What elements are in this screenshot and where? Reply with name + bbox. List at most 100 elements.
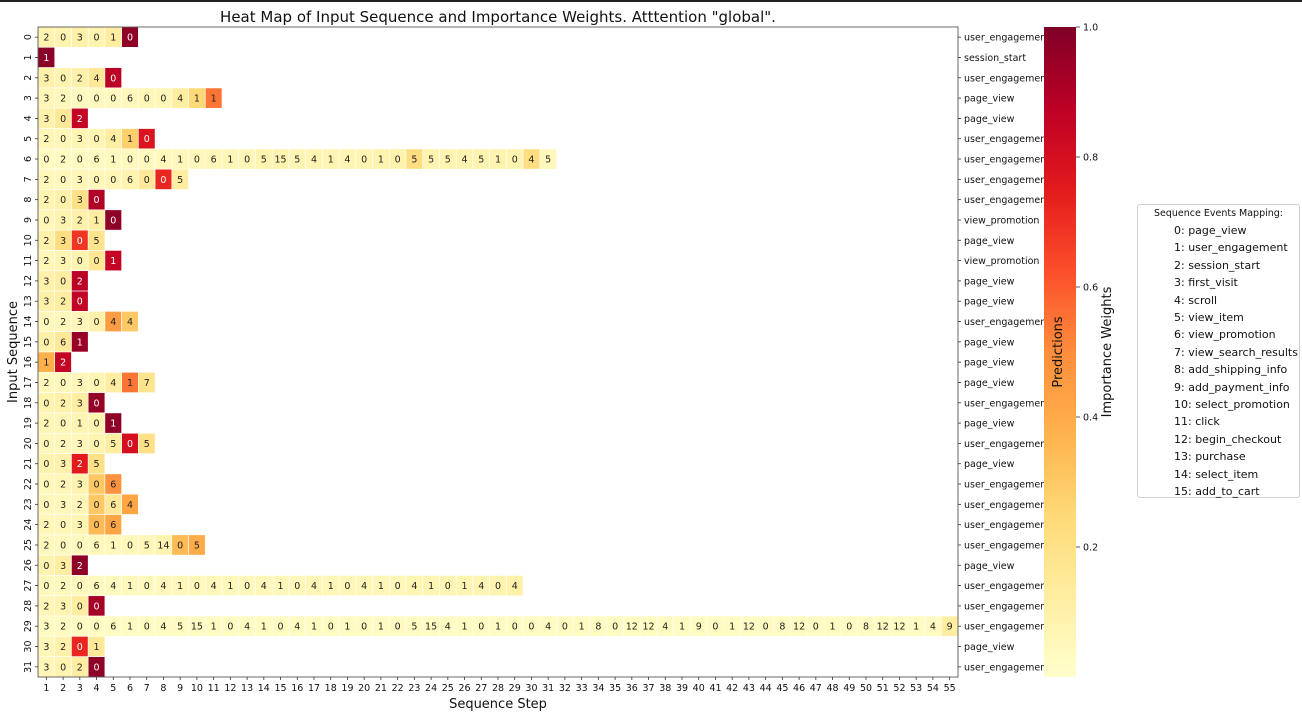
y-tick-label: 14 bbox=[23, 315, 34, 327]
colorbar-tick-label: 0.6 bbox=[1083, 283, 1098, 294]
cell-value-label: 0 bbox=[60, 73, 66, 84]
x-tick-label: 54 bbox=[927, 683, 939, 694]
cell-value-label: 4 bbox=[160, 155, 166, 166]
cell-value-label: 8 bbox=[779, 622, 785, 633]
cell-value-label: 0 bbox=[344, 581, 350, 592]
cell-value-label: 3 bbox=[43, 73, 49, 84]
colorbar-label: Importance Weights bbox=[1100, 286, 1115, 417]
x-tick-label: 33 bbox=[576, 683, 588, 694]
y-tick-label: 6 bbox=[23, 156, 34, 162]
x-tick-label: 48 bbox=[826, 683, 838, 694]
cell-value-label: 2 bbox=[60, 642, 66, 653]
cell-value-label: 0 bbox=[43, 581, 49, 592]
heatmap-cell bbox=[188, 534, 206, 556]
y-tick-label: 11 bbox=[23, 255, 34, 267]
cell-value-label: 0 bbox=[110, 215, 116, 226]
legend-item: 13: purchase bbox=[1174, 450, 1246, 464]
cell-value-label: 1 bbox=[328, 581, 334, 592]
cell-value-label: 4 bbox=[411, 581, 417, 592]
cell-value-label: 0 bbox=[94, 662, 100, 673]
cell-value-label: 2 bbox=[60, 317, 66, 328]
cell-value-label: 0 bbox=[60, 195, 66, 206]
cell-value-label: 1 bbox=[495, 155, 501, 166]
cell-value-label: 3 bbox=[60, 561, 66, 572]
cell-value-label: 1 bbox=[462, 581, 468, 592]
x-tick-label: 49 bbox=[843, 683, 855, 694]
cell-value-label: 14 bbox=[157, 540, 169, 551]
y-tick-label: 9 bbox=[23, 217, 34, 223]
cell-value-label: 3 bbox=[43, 642, 49, 653]
predictions-label: Predictions bbox=[1051, 316, 1066, 388]
cell-value-label: 0 bbox=[395, 155, 401, 166]
legend-item: 7: view_search_results bbox=[1174, 345, 1298, 359]
cell-value-label: 0 bbox=[160, 94, 166, 105]
y-tick-label: 8 bbox=[23, 197, 34, 203]
cell-value-label: 5 bbox=[110, 439, 116, 450]
cell-value-label: 6 bbox=[94, 581, 100, 592]
legend-item: 0: page_view bbox=[1174, 224, 1247, 237]
prediction-label: user_engagement bbox=[964, 480, 1050, 491]
cell-value-label: 2 bbox=[43, 256, 49, 267]
x-tick-label: 11 bbox=[208, 683, 220, 694]
cell-value-label: 0 bbox=[361, 155, 367, 166]
cell-value-label: 0 bbox=[144, 622, 150, 633]
cell-value-label: 2 bbox=[43, 134, 49, 145]
x-tick-label: 23 bbox=[408, 683, 420, 694]
x-tick-label: 42 bbox=[726, 683, 738, 694]
cell-value-label: 2 bbox=[60, 480, 66, 491]
cell-value-label: 2 bbox=[60, 581, 66, 592]
cell-value-label: 0 bbox=[94, 439, 100, 450]
cell-value-label: 4 bbox=[528, 155, 534, 166]
cell-value-label: 3 bbox=[77, 398, 83, 409]
cell-value-label: 1 bbox=[428, 581, 434, 592]
legend-item: 15: add_to_cart bbox=[1174, 485, 1260, 499]
prediction-label: page_view bbox=[964, 337, 1015, 348]
prediction-label: page_view bbox=[964, 114, 1015, 125]
cell-value-label: 3 bbox=[77, 195, 83, 206]
cell-value-label: 2 bbox=[77, 662, 83, 673]
y-tick-label: 29 bbox=[23, 620, 34, 632]
cell-value-label: 6 bbox=[110, 520, 116, 531]
cell-value-label: 5 bbox=[294, 155, 300, 166]
cell-value-label: 3 bbox=[60, 215, 66, 226]
cell-value-label: 1 bbox=[913, 622, 919, 633]
cell-value-label: 0 bbox=[60, 419, 66, 430]
cell-value-label: 0 bbox=[395, 622, 401, 633]
prediction-label: user_engagement bbox=[964, 155, 1050, 166]
cell-value-label: 4 bbox=[294, 622, 300, 633]
cell-value-label: 0 bbox=[77, 155, 83, 166]
cell-value-label: 4 bbox=[361, 581, 367, 592]
legend-item: 4: scroll bbox=[1174, 293, 1218, 307]
cell-value-label: 0 bbox=[395, 581, 401, 592]
y-tick-label: 31 bbox=[23, 661, 34, 673]
cell-value-label: 5 bbox=[428, 155, 434, 166]
prediction-label: page_view bbox=[964, 419, 1015, 430]
y-tick-label: 20 bbox=[23, 437, 34, 449]
cell-value-label: 4 bbox=[94, 73, 100, 84]
cell-value-label: 0 bbox=[144, 175, 150, 186]
cell-value-label: 0 bbox=[60, 540, 66, 551]
colorbar bbox=[1044, 27, 1076, 677]
cell-value-label: 1 bbox=[378, 155, 384, 166]
cell-value-label: 0 bbox=[495, 581, 501, 592]
cell-value-label: 0 bbox=[478, 622, 484, 633]
x-tick-label: 28 bbox=[492, 683, 504, 694]
heatmap-cell bbox=[539, 148, 557, 170]
x-tick-label: 39 bbox=[676, 683, 688, 694]
cell-value-label: 0 bbox=[110, 73, 116, 84]
heatmap-cell bbox=[171, 168, 189, 190]
cell-value-label: 2 bbox=[60, 398, 66, 409]
legend-item: 10: select_promotion bbox=[1174, 398, 1290, 412]
y-tick-label: 25 bbox=[23, 539, 34, 551]
y-tick-label: 17 bbox=[23, 376, 34, 388]
prediction-label: user_engagement bbox=[964, 195, 1050, 206]
cell-value-label: 0 bbox=[94, 398, 100, 409]
cell-value-label: 1 bbox=[830, 622, 836, 633]
y-tick-label: 22 bbox=[23, 478, 34, 490]
prediction-label: page_view bbox=[964, 236, 1015, 247]
prediction-label: user_engagement bbox=[964, 622, 1050, 633]
y-tick-label: 4 bbox=[23, 115, 34, 121]
y-tick-label: 15 bbox=[23, 336, 34, 348]
cell-value-label: 1 bbox=[211, 622, 217, 633]
cell-value-label: 5 bbox=[144, 540, 150, 551]
